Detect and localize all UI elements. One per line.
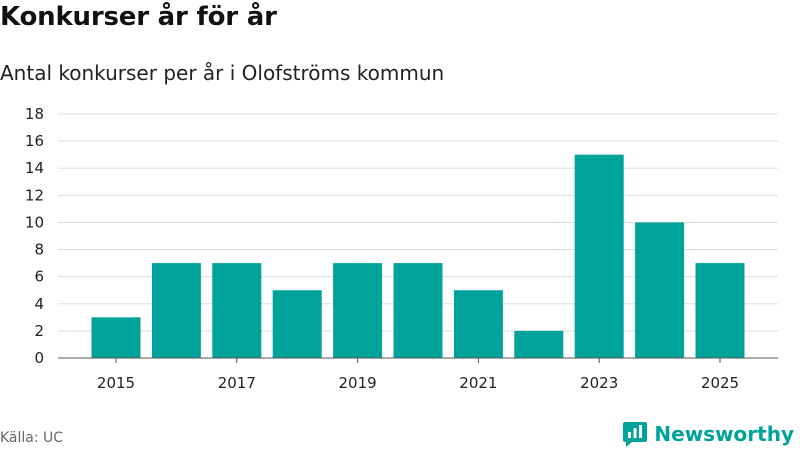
bars <box>91 154 745 358</box>
bar-2024 <box>635 222 685 358</box>
newsworthy-logo-icon <box>623 422 648 447</box>
source-note: Källa: UC <box>0 430 64 446</box>
bar-2020 <box>393 263 443 358</box>
bar-chart: 0 2 4 6 8 10 12 14 16 18 2015 2017 2019 2021 2023 2025 <box>25 105 778 392</box>
y-tick-label-0: 0 <box>34 349 44 367</box>
y-tick-label-4: 4 <box>34 295 44 313</box>
bar-2023 <box>574 154 624 358</box>
y-tick-label-12: 12 <box>25 186 44 204</box>
axes: 0 2 4 6 8 10 12 14 16 18 2015 2017 2019 2021 2023 2025 <box>25 105 778 392</box>
brand: Newsworthy <box>622 420 794 448</box>
y-tick-label-18: 18 <box>25 105 44 123</box>
bar-2025 <box>695 263 745 358</box>
x-tick-label-2021: 2021 <box>459 374 497 392</box>
y-tick-label-6: 6 <box>34 268 44 286</box>
y-tick-label-16: 16 <box>25 132 44 150</box>
bar-2019 <box>333 263 383 358</box>
x-tick-label-2017: 2017 <box>218 374 256 392</box>
bar-2016 <box>151 263 201 358</box>
x-tick-label-2025: 2025 <box>701 374 739 392</box>
bar-2017 <box>212 263 262 358</box>
y-tick-label-14: 14 <box>25 159 44 177</box>
bar-2021 <box>453 290 503 358</box>
bar-2022 <box>514 330 564 358</box>
x-tick-label-2015: 2015 <box>97 374 135 392</box>
bar-2015 <box>91 317 141 358</box>
y-tick-label-8: 8 <box>34 241 44 259</box>
bar-2018 <box>272 290 322 358</box>
x-tick-label-2019: 2019 <box>339 374 377 392</box>
chart-title: Konkurser år för år <box>0 2 277 32</box>
brand-name: Newsworthy <box>654 422 794 446</box>
x-tick-label-2023: 2023 <box>580 374 618 392</box>
y-tick-label-10: 10 <box>25 213 44 231</box>
y-tick-label-2: 2 <box>34 322 44 340</box>
chart-subtitle: Antal konkurser per år i Olofströms komm… <box>0 61 445 85</box>
